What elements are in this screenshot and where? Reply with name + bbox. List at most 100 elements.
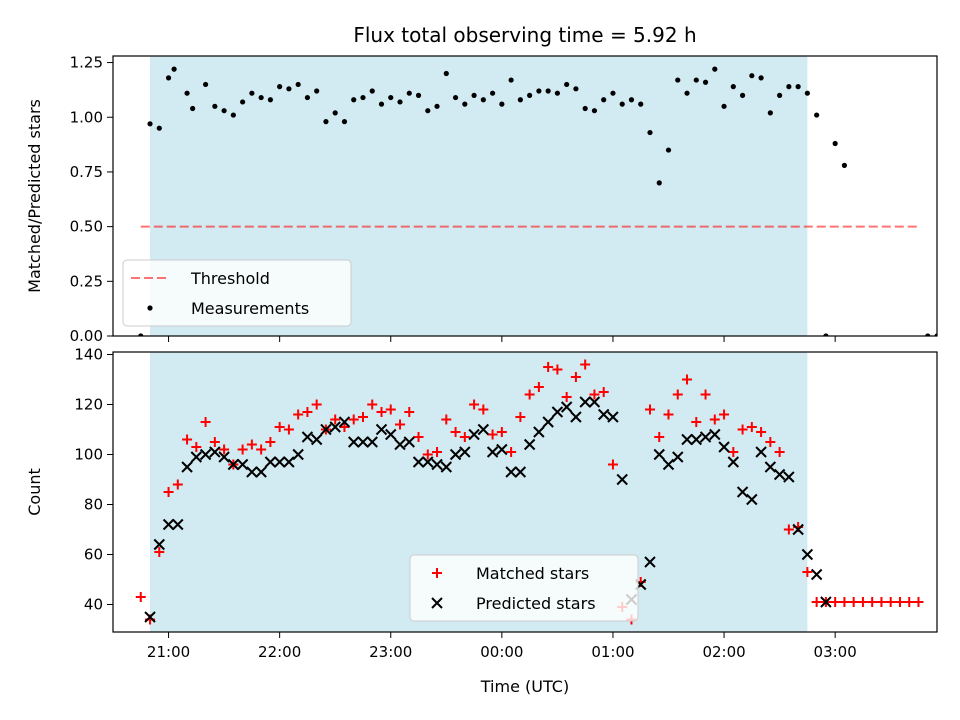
- bottom-series-matched-stars-point: [533, 382, 544, 392]
- bottom-legend-label: Matched stars: [476, 564, 589, 583]
- top-series-measurements-point: [190, 105, 196, 112]
- bottom-series-matched-stars-point: [450, 427, 461, 437]
- top-series-measurements-point: [758, 75, 764, 81]
- bottom-series-predicted-stars-point: [209, 446, 221, 458]
- bottom-series-matched-stars-point: [191, 442, 202, 452]
- chart-title: Flux total observing time = 5.92 h: [353, 23, 696, 47]
- top-series-measurements-point: [323, 119, 329, 125]
- bottom-series-predicted-stars-point: [292, 448, 304, 461]
- top-series-measurements-point: [702, 79, 709, 85]
- top-series-measurements-point: [341, 119, 348, 125]
- bottom-series-predicted-stars-point: [468, 428, 480, 441]
- bottom-series-predicted-stars-point: [736, 486, 749, 498]
- top-series-measurements-point: [925, 333, 931, 336]
- bottom-series-matched-stars-point: [894, 597, 905, 607]
- top-series-measurements-point: [258, 94, 264, 101]
- top-ytick-label: 0.00: [70, 327, 103, 345]
- bottom-xtick-label: 22:00: [258, 643, 301, 661]
- bottom-series-predicted-stars-point: [255, 466, 267, 478]
- top-panel: 0.00 0.25 0.50 0.75 1.00 1.25 Matched/Predicte…: [25, 54, 938, 345]
- bottom-series-matched-stars-point: [422, 449, 433, 460]
- bottom-series-matched-stars-point: [265, 437, 276, 447]
- bottom-series-predicted-stars-point: [227, 458, 240, 471]
- bottom-series-predicted-stars-point: [505, 466, 517, 478]
- top-y-axis-label: Matched/Predicted stars: [25, 99, 44, 293]
- bottom-series-matched-stars-point: [728, 447, 739, 457]
- bottom-series-predicted-stars-point: [181, 461, 193, 473]
- bottom-series-predicted-stars-point: [514, 466, 527, 478]
- top-series-measurements-point: [684, 90, 690, 96]
- bottom-series-matched-stars-point: [737, 424, 748, 435]
- bottom-series-matched-stars-point: [598, 387, 609, 397]
- bottom-series-matched-stars-point: [580, 359, 591, 370]
- top-series-measurements-point: [823, 333, 829, 336]
- bottom-series-predicted-stars-point: [348, 436, 360, 448]
- top-series-measurements-point: [804, 90, 810, 96]
- bottom-series-predicted-stars-point: [597, 408, 610, 421]
- bottom-series-matched-stars-point: [200, 417, 211, 427]
- bottom-series-predicted-stars-point: [329, 421, 341, 433]
- bottom-series-matched-stars-point: [607, 459, 618, 470]
- top-series-measurements-point: [721, 103, 727, 109]
- bottom-series-predicted-stars-point: [709, 428, 721, 441]
- bottom-series-predicted-stars-point: [310, 433, 323, 446]
- bottom-series-predicted-stars-point: [746, 493, 758, 506]
- bottom-series-matched-stars-point: [357, 412, 368, 422]
- bottom-series-predicted-stars-point: [533, 426, 545, 438]
- top-series-measurements-point: [638, 101, 644, 107]
- top-series-measurements-point: [739, 92, 746, 98]
- bottom-series-matched-stars-point: [867, 597, 878, 607]
- bottom-series-matched-stars-point: [709, 414, 720, 425]
- bottom-series-predicted-stars-point: [385, 428, 397, 441]
- bottom-series-matched-stars-point: [487, 429, 498, 440]
- bottom-series-predicted-stars-point: [144, 611, 156, 623]
- top-series-measurements-point: [378, 101, 385, 107]
- top-series-measurements-point: [545, 88, 551, 94]
- top-series-measurements-point: [786, 84, 792, 90]
- bottom-series-matched-stars-point: [570, 372, 581, 382]
- top-series-measurements-point: [277, 84, 283, 90]
- bottom-series-predicted-stars-point: [338, 416, 351, 428]
- bottom-series-predicted-stars-point: [320, 423, 332, 436]
- bottom-series-predicted-stars-point: [199, 448, 212, 461]
- top-series-measurements-point: [388, 94, 394, 101]
- bottom-series-predicted-stars-point: [579, 396, 591, 408]
- top-series-measurements-point: [573, 86, 579, 92]
- bottom-xtick-label: 02:00: [702, 643, 745, 661]
- top-series-measurements-point: [536, 88, 542, 94]
- bottom-ytick-label: 40: [84, 596, 103, 614]
- bottom-series-predicted-stars-point: [153, 538, 165, 551]
- bottom-series-matched-stars-point: [644, 404, 655, 415]
- bottom-series-matched-stars-point: [515, 412, 526, 422]
- bottom-series-predicted-stars-point: [264, 456, 277, 468]
- bottom-series-matched-stars-point: [478, 404, 489, 415]
- bottom-series-predicted-stars-point: [218, 451, 230, 463]
- bottom-series-matched-stars-point: [904, 597, 915, 607]
- bottom-legend-swatch: [432, 568, 442, 578]
- bottom-series-predicted-stars-point: [366, 436, 378, 448]
- bottom-series-matched-stars-point: [283, 424, 294, 435]
- top-legend-swatch: [147, 305, 153, 311]
- top-series-measurements-point: [777, 92, 783, 98]
- top-series-measurements-point: [434, 103, 440, 109]
- bottom-series-matched-stars-point: [672, 389, 683, 400]
- bottom-series-matched-stars-point: [441, 414, 452, 425]
- bottom-series-matched-stars-point: [302, 407, 313, 417]
- bottom-series-matched-stars-point: [682, 374, 693, 385]
- bottom-xtick-label: 03:00: [814, 643, 857, 661]
- bottom-series-predicted-stars-point: [246, 466, 258, 478]
- bottom-series-predicted-stars-point: [273, 456, 286, 468]
- bottom-panel: 40 60 80 100 120 140 21:00 22:00 23:00 00:00 01:00…: [25, 346, 938, 696]
- bottom-plot-area: [135, 359, 924, 625]
- bottom-series-matched-stars-point: [293, 409, 304, 420]
- top-series-measurements-point: [554, 90, 561, 96]
- bottom-series-matched-stars-point: [839, 597, 850, 607]
- top-series-measurements-point: [601, 97, 607, 103]
- top-series-measurements-point: [415, 92, 422, 98]
- bottom-series-matched-stars-point: [469, 399, 480, 410]
- bottom-series-predicted-stars-point: [357, 436, 369, 448]
- bottom-series-matched-stars-point: [182, 434, 193, 445]
- top-ytick-label: 0.50: [70, 218, 103, 236]
- bottom-series-predicted-stars-point: [755, 446, 767, 458]
- top-series-measurements-point: [147, 121, 153, 127]
